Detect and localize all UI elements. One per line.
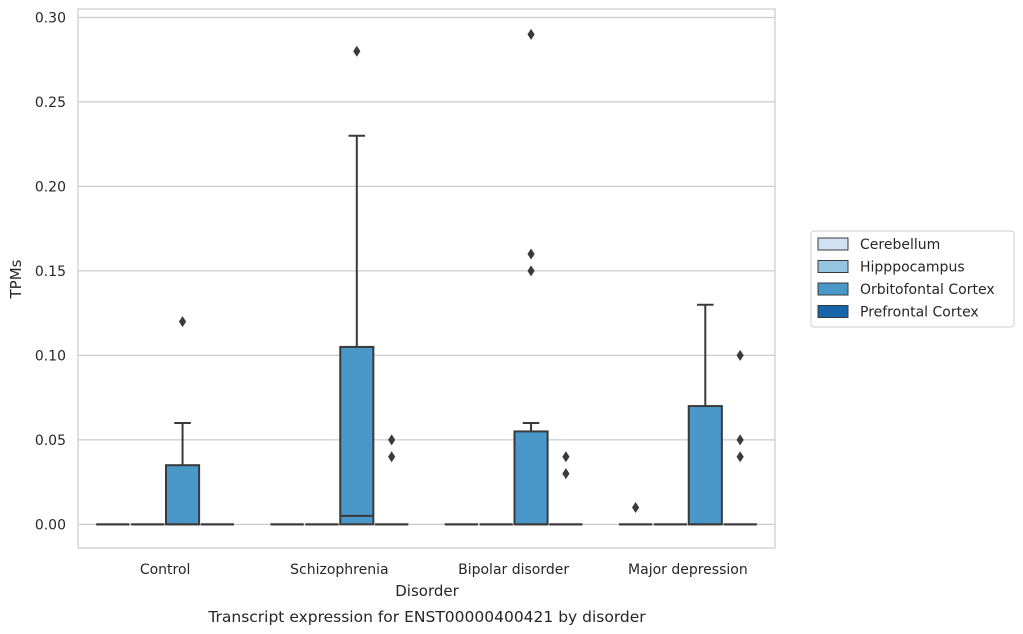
y-tick-label: 0.00 [35,517,66,533]
outlier-point [388,434,396,446]
outlier-point [736,349,744,361]
y-tick-label: 0.15 [35,264,66,280]
outlier-point [388,451,396,463]
legend-swatch [817,282,849,296]
y-tick-label: 0.30 [35,10,66,26]
series-cerebellum [96,501,653,526]
series-prefrontal-cortex [200,349,757,526]
box [687,405,723,526]
outlier-point [562,468,570,480]
chart-caption: Transcript expression for ENST0000040042… [207,608,646,626]
outlier-point [632,501,640,513]
outlier-point [736,434,744,446]
outlier-point [736,451,744,463]
legend-swatch [817,305,849,318]
y-axis-label: TPMs [7,259,25,299]
series-orbitofontal-cortex [164,28,723,526]
legend: Cerebellum Hipppocampus Orbitofontal Corte… [810,230,1015,328]
y-tick-label: 0.25 [35,95,66,111]
outlier-point [353,45,361,57]
legend-entry: Prefrontal Cortex [860,305,979,321]
x-tick-label: Control [140,562,191,578]
box [339,345,375,526]
legend-swatch [817,260,849,273]
legend-swatch [817,237,849,251]
x-axis-ticks: Control Schizophrenia Bipolar disorder Majo… [140,562,748,578]
outlier-point [527,265,535,277]
outlier-point [562,451,570,463]
box [513,430,549,526]
y-tick-label: 0.20 [35,179,66,195]
y-tick-label: 0.05 [35,433,66,449]
y-gridlines [78,16,775,525]
y-axis-ticks: 0.00 0.05 0.10 0.15 0.20 0.25 0.30 [35,10,66,533]
x-tick-label: Bipolar disorder [458,562,569,578]
plot-area-frame [77,8,776,549]
legend-entry: Cerebellum [860,237,940,253]
box-series [96,28,757,526]
legend-frame [810,230,1015,328]
outlier-point [178,316,187,328]
y-tick-label: 0.10 [35,348,66,364]
outlier-point [527,28,535,40]
x-tick-label: Schizophrenia [290,562,388,578]
legend-entry: Orbitofontal Cortex [860,282,995,298]
x-tick-label: Major depression [628,562,748,578]
outlier-point [527,248,535,260]
legend-entry: Hipppocampus [860,260,965,276]
box [164,464,201,526]
x-axis-label: Disorder [395,582,459,600]
